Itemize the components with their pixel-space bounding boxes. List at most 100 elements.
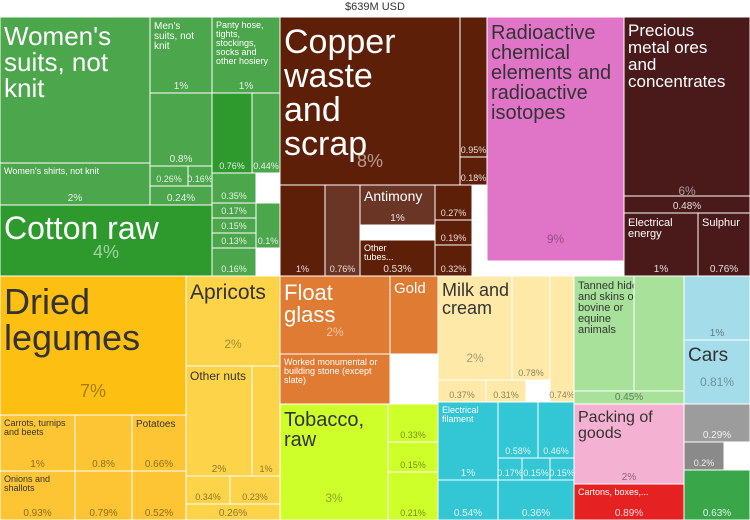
cell-label: Gold bbox=[394, 280, 426, 297]
cell-rect bbox=[185, 365, 253, 477]
cell-percentage: 0.76% bbox=[330, 264, 356, 274]
treemap-cell-apricots: Apricots 2% bbox=[185, 275, 281, 367]
cell-rect bbox=[573, 403, 685, 485]
treemap-cell-43: 0.23% bbox=[229, 475, 281, 505]
treemap-cell-51: 0.21% bbox=[387, 471, 439, 520]
cell-percentage: 0.79% bbox=[89, 508, 117, 519]
treemap-cell-29: 0.48% bbox=[623, 195, 750, 214]
cell-percentage: 0.95% bbox=[461, 145, 487, 155]
cell-percentage: 0.93% bbox=[23, 508, 51, 519]
cell-label: Cotton raw bbox=[4, 210, 160, 246]
treemap-cell-40: 0.79% bbox=[74, 470, 133, 520]
cell-label: Float glass bbox=[284, 280, 335, 327]
treemap-cell-packing-of-goods: Packing of goods 2% bbox=[573, 403, 685, 485]
treemap-cell-37: 0.8% bbox=[74, 414, 133, 472]
cell-percentage: 0.26% bbox=[156, 174, 182, 184]
cell-percentage: 0.78% bbox=[518, 368, 544, 378]
cell-label: Tanned hides and skins of bovine or equine a… bbox=[578, 280, 644, 336]
cell-rect bbox=[511, 275, 551, 381]
cell-rect bbox=[0, 414, 76, 472]
cell-rect bbox=[697, 212, 750, 277]
treemap-cell-65: 0.46% bbox=[537, 401, 575, 459]
cell-rect bbox=[74, 470, 133, 520]
cell-percentage: 0.81% bbox=[700, 375, 734, 389]
cell-percentage: 0.44% bbox=[253, 161, 279, 171]
treemap-cell-26: 0.76% bbox=[324, 184, 361, 277]
treemap-cell-onions-and-shallots: Onions and shallots 0.93% bbox=[0, 470, 76, 520]
cell-percentage: 0.36% bbox=[522, 508, 550, 519]
cell-percentage: 0.23% bbox=[242, 492, 268, 502]
cell-percentage: 0.45% bbox=[615, 392, 643, 403]
treemap-cell-dried-legumes: Dried legumes 7% bbox=[0, 275, 187, 416]
cell-rect bbox=[537, 401, 575, 459]
cell-rect bbox=[324, 184, 361, 277]
treemap-cell-24: 0.32% bbox=[434, 244, 473, 277]
cell-percentage: 0.52% bbox=[145, 508, 173, 519]
cell-rect bbox=[211, 172, 257, 204]
cell-percentage: 1% bbox=[174, 81, 189, 92]
cell-percentage: 9% bbox=[547, 232, 565, 246]
cell-rect bbox=[623, 16, 750, 214]
cell-rect bbox=[497, 401, 539, 459]
cell-percentage: 0.48% bbox=[673, 201, 701, 212]
cell-percentage: 0.54% bbox=[454, 508, 482, 519]
cell-percentage: 0.24% bbox=[167, 193, 195, 204]
cell-percentage: 0.35% bbox=[221, 191, 247, 201]
treemap-cell-67: 0.15% bbox=[521, 457, 551, 481]
cell-percentage: 1% bbox=[461, 468, 476, 479]
treemap-cell-carrots-turnips-and-beets: Carrots, turnips and beets 1% bbox=[0, 414, 76, 472]
treemap-cell-22: 0.19% bbox=[434, 219, 473, 246]
cell-rect bbox=[459, 16, 488, 158]
cell-percentage: 0.1% bbox=[258, 236, 279, 246]
cell-label: Precious metal ores and concentrates bbox=[628, 21, 725, 91]
treemap-cell-75: 0.63% bbox=[683, 469, 750, 520]
cell-rect bbox=[437, 479, 499, 520]
cell-rect bbox=[279, 403, 389, 520]
cell-percentage: 2% bbox=[68, 193, 83, 204]
cell-label: Antimony bbox=[364, 188, 422, 204]
cell-percentage: 4% bbox=[93, 242, 119, 262]
treemap-cell-68: 0.15% bbox=[549, 457, 575, 481]
treemap-cell-18: 0.95% bbox=[459, 16, 488, 158]
cell-rect bbox=[683, 469, 750, 520]
cell-label: Sulphur bbox=[702, 217, 740, 229]
cell-rect bbox=[573, 483, 685, 520]
cell-label: Tobacco, raw bbox=[284, 409, 364, 451]
cell-rect bbox=[251, 365, 281, 477]
cell-percentage: 0.15% bbox=[400, 460, 426, 470]
cell-rect bbox=[683, 275, 750, 341]
treemap-cell-sulphur: Sulphur 0.76% bbox=[697, 212, 750, 277]
treemap-cell-7: 0.26% bbox=[149, 165, 189, 187]
treemap-cell-10: 0.35% bbox=[211, 172, 257, 204]
treemap-cell-42: 0.34% bbox=[185, 475, 231, 505]
cell-percentage: 0.63% bbox=[703, 508, 731, 519]
cell-label: Electrical filament bbox=[442, 405, 479, 424]
treemap-cell-cars: Cars 0.81% bbox=[683, 339, 750, 405]
cell-rect bbox=[131, 470, 187, 520]
cell-label: Apricots bbox=[190, 281, 266, 304]
cell-rect bbox=[131, 414, 187, 472]
cell-percentage: 0.19% bbox=[441, 233, 467, 243]
cell-rect bbox=[185, 475, 231, 505]
cell-rect bbox=[211, 16, 281, 94]
cell-rect bbox=[437, 275, 513, 381]
cell-rect bbox=[149, 16, 213, 94]
treemap-cell-antimony: Antimony 1% bbox=[359, 184, 436, 226]
cell-rect bbox=[279, 353, 391, 405]
cell-percentage: 0.2% bbox=[694, 458, 715, 468]
cell-percentage: 0.15% bbox=[523, 468, 549, 478]
cell-rect bbox=[359, 239, 436, 277]
cell-label: Cartons, boxes,... bbox=[578, 487, 649, 497]
cell-percentage: 6% bbox=[678, 184, 696, 198]
cell-percentage: 2% bbox=[326, 325, 344, 339]
cell-rect bbox=[437, 401, 499, 481]
cell-percentage: 1% bbox=[390, 213, 405, 224]
cell-rect bbox=[279, 184, 326, 277]
treemap-cell-8: 0.16% bbox=[187, 165, 213, 187]
cell-label: Carrots, turnips and beets bbox=[4, 418, 66, 437]
cell-rect bbox=[251, 92, 281, 174]
cell-label: Radioactive chemical elements and radioacti… bbox=[491, 22, 611, 124]
treemap-cell-11: 0.17% bbox=[211, 202, 257, 219]
